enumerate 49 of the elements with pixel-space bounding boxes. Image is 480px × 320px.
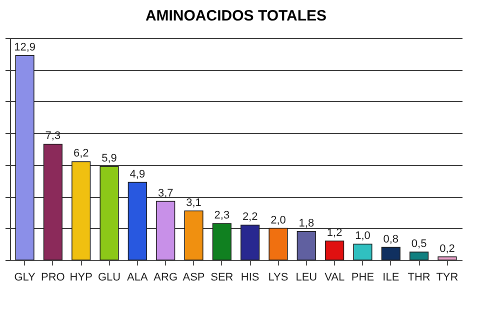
- data-label: 0,8: [383, 233, 399, 246]
- data-label: 3,1: [186, 196, 202, 209]
- bar: [100, 166, 119, 260]
- bar: [128, 182, 147, 260]
- x-tick-label: THR: [408, 272, 430, 284]
- x-tick-label: PRO: [41, 272, 66, 284]
- bar: [381, 246, 400, 260]
- x-tick-label: SER: [210, 272, 234, 284]
- x-tick-label: ASP: [182, 272, 205, 284]
- x-tick-label: LEU: [296, 272, 318, 284]
- data-label: 6,2: [73, 148, 89, 160]
- data-label: 7,3: [45, 130, 61, 142]
- bar: [156, 200, 176, 260]
- data-label: 4,9: [130, 168, 146, 180]
- data-label: 0,5: [411, 238, 427, 250]
- data-label: 2,0: [270, 214, 286, 226]
- data-label: 5,9: [102, 152, 117, 164]
- bar: [353, 244, 372, 260]
- x-tick-label: LYS: [268, 272, 288, 284]
- bar: [43, 144, 62, 260]
- bar: [240, 224, 260, 260]
- x-tick-label: HYP: [70, 272, 92, 284]
- x-tick-label: ARG: [154, 272, 178, 284]
- data-label: 1,8: [298, 217, 314, 230]
- data-label: 1,0: [355, 230, 370, 242]
- data-label: 2,2: [242, 211, 258, 224]
- data-label: 3,7: [158, 187, 174, 200]
- data-label: 12,9: [14, 41, 36, 54]
- x-tick-label: PHE: [351, 272, 374, 284]
- bar: [72, 161, 91, 260]
- bar: [184, 210, 204, 260]
- data-label: 2,3: [214, 210, 230, 222]
- data-label: 0,2: [440, 242, 455, 255]
- x-tick-label: TYR: [436, 272, 458, 284]
- bar: [212, 223, 232, 260]
- bar: [438, 256, 457, 260]
- bar: [296, 231, 316, 260]
- chart-title: AMINOACIDOS TOTALES: [145, 8, 327, 24]
- bar: [325, 240, 344, 260]
- x-tick-label: ALA: [127, 272, 148, 284]
- bar: [410, 252, 429, 260]
- x-tick-label: HIS: [240, 272, 260, 284]
- x-tick-label: VAL: [324, 272, 345, 284]
- x-tick-label: GLY: [14, 272, 36, 284]
- bar: [15, 55, 34, 260]
- bar: [268, 228, 288, 260]
- data-label: 1,2: [326, 226, 342, 239]
- x-tick-label: GLU: [98, 272, 121, 284]
- x-tick-label: ILE: [382, 272, 400, 284]
